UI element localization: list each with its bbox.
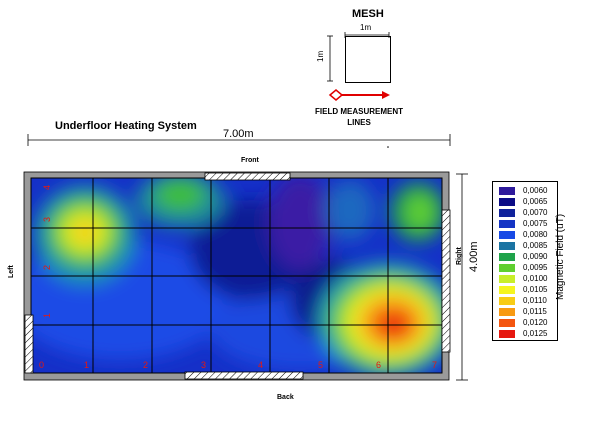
legend-swatch: [499, 231, 515, 239]
legend-swatch: [499, 242, 515, 250]
mesh-square: [345, 36, 391, 83]
legend-value: 0,0085: [523, 241, 548, 250]
legend-swatch: [499, 209, 515, 217]
legend-swatch: [499, 330, 515, 338]
field-measurement-lines-label: FIELD MEASUREMENT LINES: [300, 106, 418, 128]
legend-value: 0,0070: [523, 208, 548, 217]
x-number: 0: [39, 360, 44, 370]
measurement-grid: [31, 178, 442, 373]
legend-swatch: [499, 275, 515, 283]
x-number: 6: [376, 360, 381, 370]
legend-value: 0,0075: [523, 219, 548, 228]
y-number: 4: [42, 185, 52, 190]
legend-value: 0,0110: [523, 296, 547, 305]
mesh-title: MESH: [352, 8, 384, 20]
legend-value: 0,0095: [523, 263, 548, 272]
grid-numbers: 0 1 2 3 4 5 6 7 1 2 3 4: [39, 185, 437, 370]
legend-value: 0,0120: [523, 318, 548, 327]
legend-title: Magnetic Field (uT): [555, 213, 566, 300]
width-dimension-label: 7.00m: [223, 128, 254, 140]
x-number: 7: [432, 360, 437, 370]
right-wall-element: [441, 209, 451, 353]
legend-value: 0,0090: [523, 252, 548, 261]
diagram-title: Underfloor Heating System: [55, 120, 197, 132]
y-number: 3: [42, 217, 52, 222]
legend-swatch: [499, 297, 515, 305]
mesh-width-label: 1m: [360, 23, 372, 32]
front-label: Front: [241, 157, 259, 164]
x-number: 4: [258, 360, 263, 370]
legend-value: 0,0115: [523, 307, 547, 316]
legend-value: 0,0080: [523, 230, 548, 239]
back-wall-element: [184, 371, 304, 380]
x-number: 2: [143, 360, 148, 370]
heat-map: [31, 178, 442, 373]
measurement-arrow-icon: [328, 89, 390, 101]
x-number: 5: [318, 360, 323, 370]
legend-swatch: [499, 308, 515, 316]
fml-text: FIELD MEASUREMENT LINES: [315, 107, 403, 127]
back-label: Back: [277, 394, 294, 401]
legend-value: 0,0065: [523, 197, 548, 206]
front-wall-element: [204, 172, 291, 181]
legend-swatch: [499, 286, 515, 294]
legend-swatch: [499, 319, 515, 327]
color-legend: 0,0060 0,0065 0,0070 0,0075 0,0080 0,008…: [492, 181, 558, 341]
legend-swatch: [499, 187, 515, 195]
left-wall-element: [24, 314, 34, 374]
y-number: 1: [42, 313, 52, 318]
legend-value: 0,0125: [523, 329, 548, 338]
x-number: 1: [84, 360, 89, 370]
legend-swatch: [499, 220, 515, 228]
y-number: 2: [42, 265, 52, 270]
legend-swatch: [499, 253, 515, 261]
mesh-dimension-lines: [327, 32, 390, 82]
legend-value: 0,0100: [523, 274, 548, 283]
legend-swatch: [499, 198, 515, 206]
legend-value: 0,0105: [523, 285, 548, 294]
legend-swatch: [499, 264, 515, 272]
x-number: 3: [201, 360, 206, 370]
legend-value: 0,0060: [523, 186, 548, 195]
